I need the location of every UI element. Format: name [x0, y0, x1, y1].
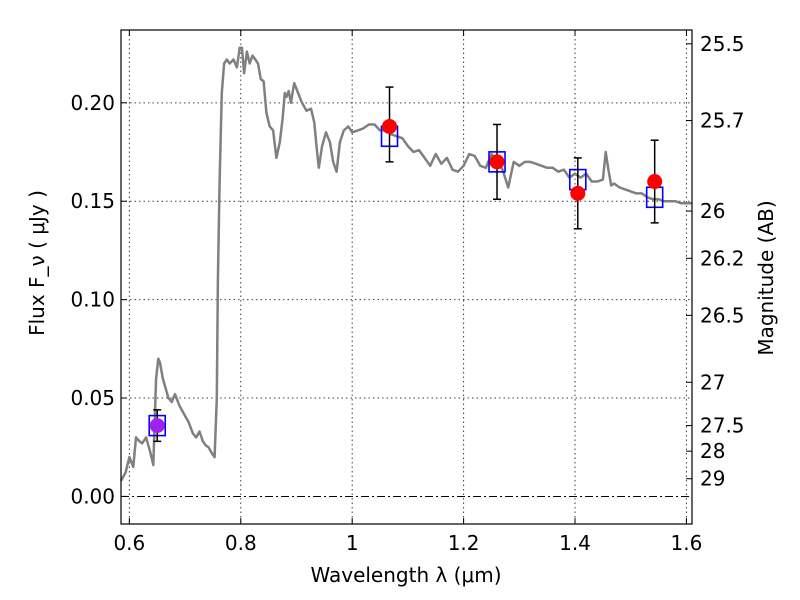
right-axis-label: Magnitude (AB): [754, 200, 778, 355]
x-tick-label: 1.4: [559, 531, 591, 555]
axis-ticks: 0.6 0.8 1 1.2 1.4 1.6 0.00 0.05 0.10 0.15 0.20 25.5…: [70, 30, 745, 555]
mag-tick-label: 27.5: [700, 414, 745, 438]
spectrum-line: [119, 46, 692, 482]
mag-tick-label: 25.7: [700, 109, 745, 133]
y-tick-label: 0.00: [70, 484, 115, 508]
y-tick-label: 0.20: [70, 91, 115, 115]
y-axis-label: Flux F_ν ( μJy ): [25, 190, 49, 336]
mag-tick-label: 27: [700, 370, 725, 394]
observed-point: [149, 418, 165, 434]
grid: [121, 30, 692, 524]
y-tick-label: 0.05: [70, 386, 115, 410]
model-photometry: [148, 125, 664, 437]
x-axis-label: Wavelength λ (μm): [310, 563, 501, 587]
mag-tick-label: 26: [700, 199, 725, 223]
mag-tick-label: 26.2: [700, 246, 745, 270]
mag-tick-label: 29: [700, 467, 725, 491]
observed-point: [382, 118, 398, 134]
observed-point: [647, 174, 663, 190]
plot-frame: [120, 29, 693, 525]
x-tick-label: 1.2: [448, 531, 480, 555]
observed-point: [570, 185, 586, 201]
y-tick-label: 0.15: [70, 189, 115, 213]
x-tick-label: 0.8: [225, 531, 257, 555]
observed-point: [489, 154, 505, 170]
mag-tick-label: 26.5: [700, 303, 745, 327]
observed-photometry: [149, 86, 663, 443]
y-tick-label: 0.10: [70, 288, 115, 312]
mag-tick-label: 25.5: [700, 32, 745, 56]
x-tick-label: 1: [346, 531, 359, 555]
x-tick-label: 1.6: [671, 531, 703, 555]
x-tick-label: 0.6: [113, 531, 145, 555]
mag-tick-label: 28: [700, 439, 725, 463]
model-spectrum: [119, 46, 692, 482]
